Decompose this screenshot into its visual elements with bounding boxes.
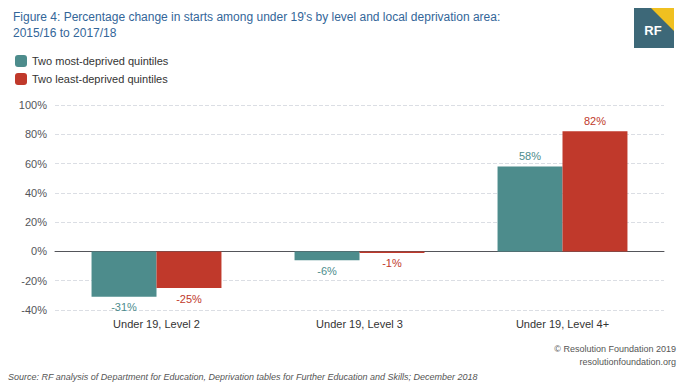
svg-text:40%: 40% bbox=[25, 187, 47, 199]
svg-text:20%: 20% bbox=[25, 216, 47, 228]
svg-text:Figure 4: Percentage change in: Figure 4: Percentage change in starts am… bbox=[13, 10, 500, 24]
svg-text:Under 19, Level 2: Under 19, Level 2 bbox=[113, 318, 200, 330]
svg-text:0%: 0% bbox=[31, 245, 47, 257]
svg-text:2015/16 to 2017/18: 2015/16 to 2017/18 bbox=[13, 26, 117, 40]
svg-text:© Resolution Foundation 2019: © Resolution Foundation 2019 bbox=[554, 344, 676, 354]
svg-text:Two most-deprived quintiles: Two most-deprived quintiles bbox=[32, 55, 169, 67]
svg-text:Under 19, Level 4+: Under 19, Level 4+ bbox=[516, 318, 609, 330]
svg-text:82%: 82% bbox=[584, 115, 606, 127]
svg-text:Two least-deprived quintiles: Two least-deprived quintiles bbox=[32, 73, 168, 85]
svg-text:Source: RF analysis of Departm: Source: RF analysis of Department for Ed… bbox=[8, 372, 478, 382]
svg-text:-20%: -20% bbox=[21, 275, 47, 287]
svg-text:-1%: -1% bbox=[382, 257, 402, 269]
svg-text:-25%: -25% bbox=[176, 293, 202, 305]
svg-text:RF: RF bbox=[644, 23, 661, 38]
svg-text:60%: 60% bbox=[25, 158, 47, 170]
svg-text:-40%: -40% bbox=[21, 304, 47, 316]
svg-text:58%: 58% bbox=[519, 150, 541, 162]
svg-text:resolutionfoundation.org: resolutionfoundation.org bbox=[579, 357, 676, 367]
svg-text:-31%: -31% bbox=[111, 301, 137, 313]
svg-text:80%: 80% bbox=[25, 128, 47, 140]
svg-text:-6%: -6% bbox=[317, 265, 337, 277]
svg-text:100%: 100% bbox=[19, 99, 47, 111]
svg-text:Under 19, Level 3: Under 19, Level 3 bbox=[316, 318, 403, 330]
